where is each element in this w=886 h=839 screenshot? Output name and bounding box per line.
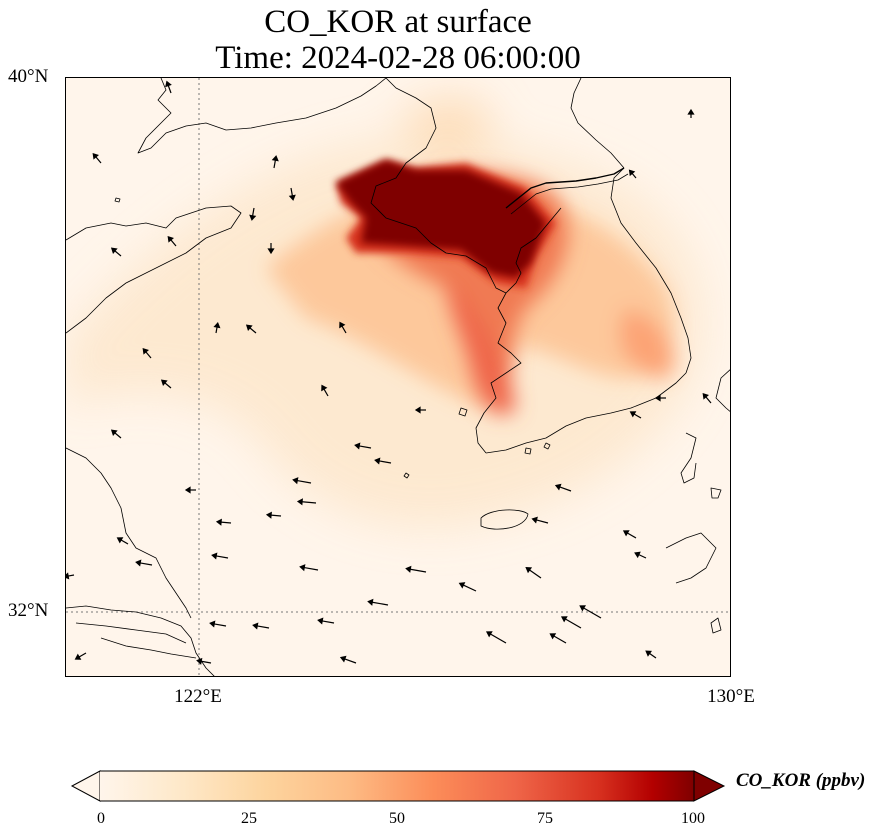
colorbar-gradient bbox=[100, 771, 694, 801]
colorbar-tick: 25 bbox=[241, 810, 257, 827]
lon-label-122e: 122°E bbox=[174, 686, 222, 707]
concentration-field bbox=[66, 97, 704, 529]
map-timestamp: Time: 2024-02-28 06:00:00 bbox=[215, 40, 581, 76]
colorbar-tick: 50 bbox=[389, 810, 405, 827]
wind-vectors bbox=[66, 80, 712, 665]
colorbar-max-extend bbox=[693, 770, 726, 802]
lat-label-32n: 32°N bbox=[8, 600, 49, 621]
colorbar-tick: 75 bbox=[537, 810, 553, 827]
lon-label-130e: 130°E bbox=[707, 686, 755, 707]
colorbar-label: CO_KOR (ppbv) bbox=[736, 770, 866, 791]
map-title: CO_KOR at surface bbox=[264, 4, 532, 40]
gridlines bbox=[66, 78, 730, 676]
colorbar-min-extend bbox=[70, 770, 101, 802]
map-panel bbox=[65, 77, 731, 677]
colorbar-tick: 0 bbox=[97, 810, 105, 827]
colorbar-tick: 100 bbox=[681, 810, 705, 827]
lat-label-40n: 40°N bbox=[8, 66, 49, 87]
map-canvas bbox=[66, 78, 730, 676]
colorbar bbox=[70, 770, 726, 802]
coastlines bbox=[66, 78, 730, 676]
